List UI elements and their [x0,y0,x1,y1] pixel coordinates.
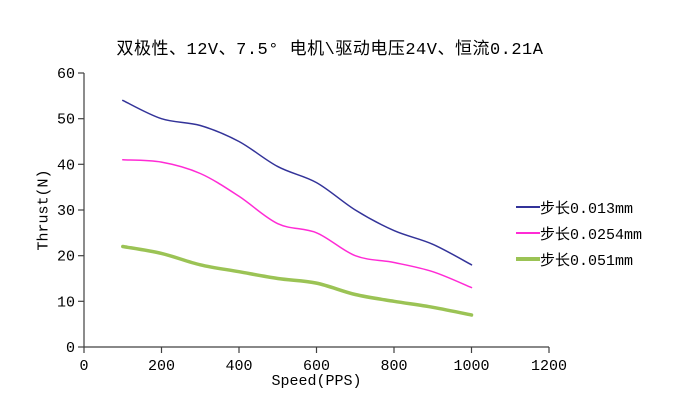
legend-line-swatch-step-00254 [516,232,540,234]
legend-item-step-0051: 步长0.051mm [516,246,642,272]
series-line-1 [122,159,473,289]
legend-label: 步长0.051mm [540,252,634,270]
chart-title: 双极性、12V、7.5° 电机\驱动电压24V、恒流0.21A [116,41,544,60]
legend: 步长0.013mm 步长0.0254mm 步长0.051mm [516,194,642,272]
y-tick-label: 0 [66,340,75,357]
legend-item-step-00254: 步长0.0254mm [516,220,642,246]
series-line-0 [122,99,473,266]
y-tick-label: 40 [57,157,75,174]
x-axis-title: Speed(PPS) [271,373,362,390]
series-line-2 [121,244,474,317]
legend-line-swatch-step-0051 [516,257,540,261]
y-tick-label: 60 [57,66,75,83]
x-tick-label: 1000 [453,358,489,375]
legend-line-swatch-step-0013 [516,206,540,208]
axis-lines [83,73,549,348]
x-tick-label: 400 [225,358,252,375]
x-tick-label: 800 [380,358,407,375]
y-tick-label: 50 [57,112,75,129]
x-tick-label: 0 [79,358,88,375]
x-tick-label: 600 [303,358,330,375]
y-tick-label: 20 [57,249,75,266]
legend-label: 步长0.0254mm [540,226,643,244]
x-tick-label: 1200 [531,358,567,375]
legend-label: 步长0.013mm [540,200,634,218]
y-tick-label: 30 [57,203,75,220]
x-tick-label: 200 [148,358,175,375]
legend-item-step-0013: 步长0.013mm [516,194,642,220]
y-tick-label: 10 [57,294,75,311]
